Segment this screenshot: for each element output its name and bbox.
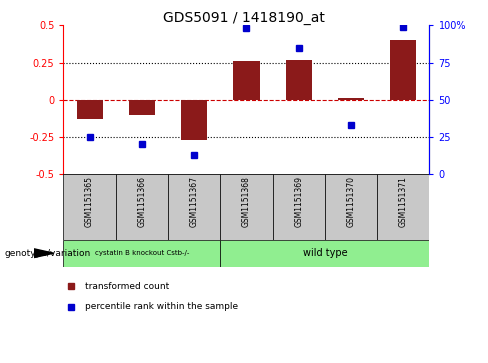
Bar <box>63 174 116 240</box>
Text: GSM1151366: GSM1151366 <box>137 176 146 227</box>
Bar <box>325 174 377 240</box>
Text: GSM1151371: GSM1151371 <box>399 176 408 227</box>
Bar <box>285 60 312 100</box>
Bar <box>63 240 220 267</box>
Bar <box>168 174 220 240</box>
Bar <box>181 100 207 140</box>
Text: transformed count: transformed count <box>85 282 170 291</box>
Text: GDS5091 / 1418190_at: GDS5091 / 1418190_at <box>163 11 325 25</box>
Bar <box>220 240 429 267</box>
Text: genotype/variation: genotype/variation <box>5 249 91 258</box>
Text: GSM1151365: GSM1151365 <box>85 176 94 227</box>
Text: GSM1151367: GSM1151367 <box>190 176 199 227</box>
Text: GSM1151368: GSM1151368 <box>242 176 251 227</box>
Polygon shape <box>34 249 54 258</box>
Bar <box>233 61 260 100</box>
Bar <box>390 40 416 100</box>
Bar <box>338 98 364 100</box>
Text: cystatin B knockout Cstb-/-: cystatin B knockout Cstb-/- <box>95 250 189 256</box>
Bar <box>220 174 273 240</box>
Text: wild type: wild type <box>303 248 347 258</box>
Bar <box>116 174 168 240</box>
Text: GSM1151369: GSM1151369 <box>294 176 303 227</box>
Text: GSM1151370: GSM1151370 <box>346 176 356 227</box>
Text: percentile rank within the sample: percentile rank within the sample <box>85 302 239 311</box>
Bar <box>377 174 429 240</box>
Bar <box>77 100 102 119</box>
Bar <box>273 174 325 240</box>
Bar <box>129 100 155 115</box>
